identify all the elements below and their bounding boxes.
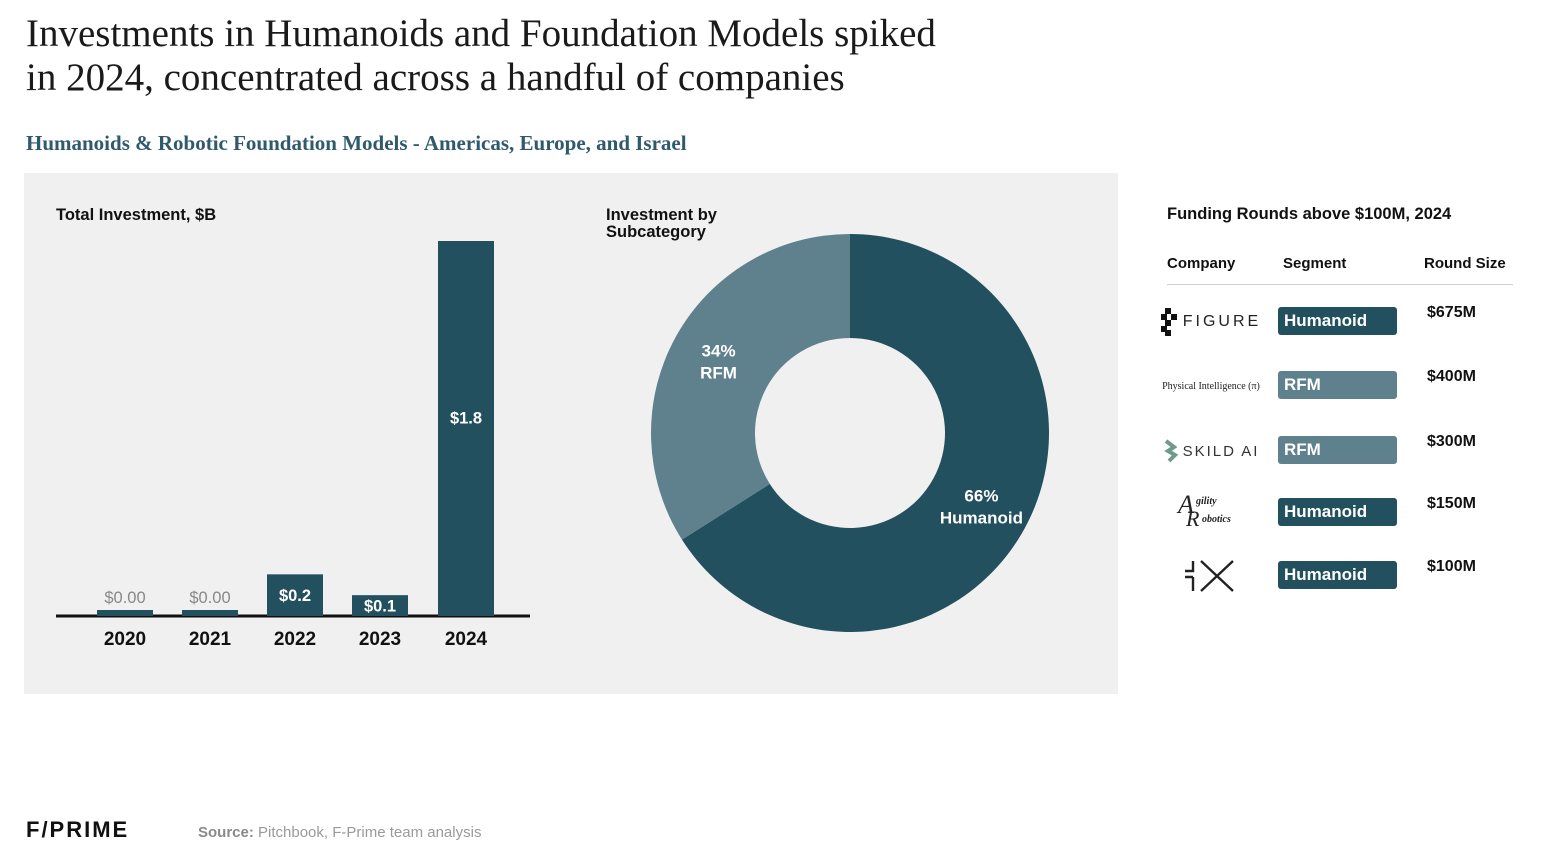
onex-logo bbox=[1156, 560, 1266, 592]
segment-badge: Humanoid bbox=[1278, 498, 1397, 526]
col-head-segment: Segment bbox=[1283, 255, 1347, 272]
slice-pct-label-rfm: 34% bbox=[702, 342, 736, 361]
x-tick-label-2024: 2024 bbox=[445, 629, 488, 650]
agility-robotics-logo: A gility R obotics bbox=[1156, 490, 1266, 531]
bar-2020 bbox=[97, 610, 153, 616]
slice-name-label-humanoid: Humanoid bbox=[940, 508, 1023, 527]
skild-logo: SKILD AI bbox=[1156, 436, 1266, 466]
page-title: Investments in Humanoids and Foundation … bbox=[26, 12, 1106, 100]
fprime-logo: F/PRIME bbox=[26, 817, 130, 842]
title-line-1: Investments in Humanoids and Foundation … bbox=[26, 12, 936, 55]
source-text: Pitchbook, F-Prime team analysis bbox=[253, 824, 482, 841]
agility-letter-a: A bbox=[1178, 490, 1194, 519]
source-label: Source: bbox=[198, 824, 254, 841]
figure-logo: FIGURE bbox=[1156, 307, 1266, 337]
col-head-round-size: Round Size bbox=[1424, 255, 1506, 272]
data-label-2022: $0.2 bbox=[279, 587, 311, 605]
round-size: $150M bbox=[1427, 495, 1476, 512]
onex-mark-icon bbox=[1185, 560, 1234, 592]
physical-intelligence-logo: Physical Intelligence (π) bbox=[1156, 371, 1266, 401]
donut-slice-humanoid bbox=[681, 234, 1049, 633]
agility-word: gility bbox=[1196, 496, 1217, 507]
table-row: A gility R obotics Humanoid $150M bbox=[1150, 490, 1530, 532]
robotics-word: obotics bbox=[1202, 514, 1231, 525]
segment-badge: Humanoid bbox=[1278, 307, 1397, 335]
segment-badge: Humanoid bbox=[1278, 561, 1397, 589]
data-label-2024: $1.8 bbox=[450, 410, 482, 428]
physical-intelligence-wordmark: Physical Intelligence (π) bbox=[1162, 380, 1260, 392]
round-size: $100M bbox=[1427, 558, 1476, 575]
skild-leaf-icon bbox=[1163, 439, 1178, 463]
figure-mark-icon bbox=[1160, 308, 1177, 336]
figure-wordmark: FIGURE bbox=[1182, 313, 1262, 330]
funding-rounds-table: Funding Rounds above $100M, 2024 Company… bbox=[1150, 195, 1530, 615]
source-note: Source: Pitchbook, F-Prime team analysis bbox=[198, 824, 481, 841]
table-row: Physical Intelligence (π) RFM $400M bbox=[1150, 365, 1530, 405]
pie-chart-title: Investment by Subcategory bbox=[606, 206, 717, 241]
header-divider bbox=[1167, 284, 1513, 285]
data-label-2021: $0.00 bbox=[189, 589, 230, 607]
col-head-company: Company bbox=[1167, 255, 1236, 272]
chart-subtitle: Humanoids & Robotic Foundation Models - … bbox=[26, 131, 687, 155]
segment-badge: RFM bbox=[1278, 371, 1397, 399]
bar-2022 bbox=[267, 574, 323, 616]
bar-chart-title: Total Investment, $B bbox=[56, 206, 217, 224]
x-tick-label-2021: 2021 bbox=[189, 629, 232, 650]
table-row: FIGURE Humanoid $675M bbox=[1150, 301, 1530, 341]
agility-letter-r: R bbox=[1186, 506, 1200, 531]
slice-name-label-rfm: RFM bbox=[700, 364, 737, 383]
bar-2021 bbox=[182, 610, 238, 616]
table-title: Funding Rounds above $100M, 2024 bbox=[1167, 205, 1452, 223]
bar-2024 bbox=[438, 241, 494, 616]
round-size: $675M bbox=[1427, 304, 1476, 321]
title-line-2: in 2024, concentrated across a handful o… bbox=[26, 56, 845, 99]
table-row: SKILD AI RFM $300M bbox=[1150, 430, 1530, 470]
segment-badge: RFM bbox=[1278, 436, 1397, 464]
data-label-2020: $0.00 bbox=[104, 589, 145, 607]
data-label-2023: $0.1 bbox=[364, 598, 396, 616]
table-row: Humanoid $100M bbox=[1150, 555, 1530, 595]
skild-wordmark: SKILD AI bbox=[1182, 442, 1260, 460]
bar-2023 bbox=[352, 595, 408, 616]
x-tick-label-2022: 2022 bbox=[274, 629, 316, 650]
donut-slice-rfm bbox=[651, 234, 850, 540]
x-tick-label-2023: 2023 bbox=[359, 629, 401, 650]
slice-pct-label-humanoid: 66% bbox=[964, 486, 998, 505]
round-size: $300M bbox=[1427, 433, 1476, 450]
round-size: $400M bbox=[1427, 368, 1476, 385]
x-tick-label-2020: 2020 bbox=[104, 629, 146, 650]
